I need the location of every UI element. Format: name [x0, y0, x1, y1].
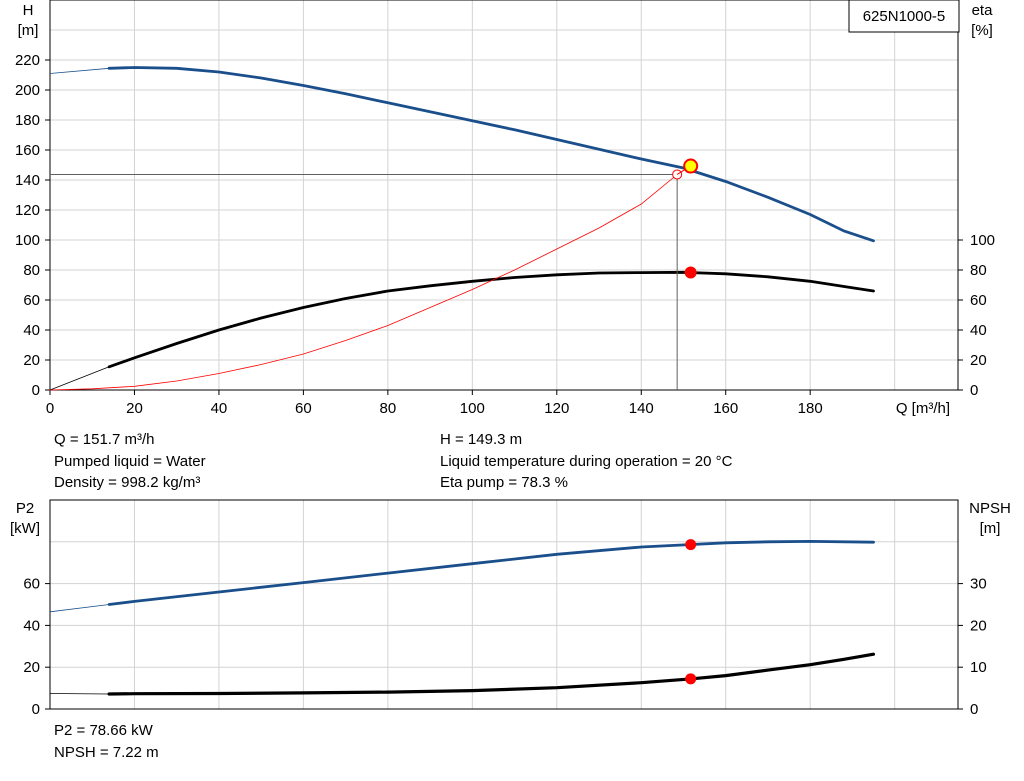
info-npsh: NPSH = 7.22 m: [54, 743, 159, 761]
info-pumped-liquid: Pumped liquid = Water: [54, 452, 206, 470]
info-bottom: P2 = 78.66 kW NPSH = 7.22 m: [54, 720, 159, 763]
right-tick-label: 40: [970, 322, 987, 339]
left-tick-label: 80: [23, 262, 40, 279]
left-tick-label: 20: [23, 659, 40, 676]
bottom-chart: 0 20 40 60 0 10 20 30 P2 [kW] NPSH [m]: [10, 499, 1011, 718]
left-tick-label: 60: [23, 576, 40, 593]
x-tick-label: 120: [544, 400, 569, 417]
left-tick-label: 60: [23, 292, 40, 309]
x-tick-label: 160: [713, 400, 738, 417]
left-tick-label: 140: [15, 172, 40, 189]
eta-curve: [107, 270, 875, 369]
system-curve: [49, 174, 678, 391]
x-tick-label: 140: [629, 400, 654, 417]
right-tick-label: 10: [970, 659, 987, 676]
right-tick-label: 20: [970, 617, 987, 634]
left-axis-unit: [m]: [18, 22, 39, 39]
grid: [50, 500, 958, 709]
head-curve: [107, 66, 875, 243]
npsh-point-marker: [685, 673, 697, 685]
head-extension-line: [49, 67, 110, 74]
x-tick-label: 100: [460, 400, 485, 417]
left-axis-ticks: 0 20 40 60 80 100 120 140 160 180 200 220: [15, 52, 50, 399]
info-p2: P2 = 78.66 kW: [54, 722, 153, 739]
info-liquid-temperature: Liquid temperature during operation = 20…: [440, 452, 733, 470]
right-tick-label: 20: [970, 352, 987, 369]
eta-extension-line: [49, 366, 110, 391]
p2-point-marker: [685, 539, 697, 551]
x-tick-label: 20: [126, 400, 143, 417]
x-tick-label: 0: [46, 400, 54, 417]
right-tick-label: 60: [970, 292, 987, 309]
info-flow: Q = 151.7 m³/h: [54, 431, 155, 448]
plot-frame: [49, 0, 959, 391]
left-tick-label: 0: [32, 382, 40, 399]
left-tick-label: 220: [15, 52, 40, 69]
left-tick-label: 20: [23, 352, 40, 369]
x-tick-label: 80: [380, 400, 397, 417]
eta-point-marker: [684, 266, 697, 279]
model-label: 625N1000-5: [863, 8, 946, 25]
npsh-extension-line: [49, 693, 110, 695]
left-tick-label: 160: [15, 142, 40, 159]
left-tick-label: 40: [23, 617, 40, 634]
x-tick-label: 180: [798, 400, 823, 417]
right-tick-label: 0: [970, 382, 978, 399]
right-axis-unit: [%]: [971, 22, 993, 39]
duty-point-marker: [683, 158, 699, 174]
left-axis-title: H: [23, 2, 34, 19]
left-tick-label: 0: [32, 701, 40, 718]
p2-extension-line: [49, 604, 110, 613]
x-tick-label: 60: [295, 400, 312, 417]
model-label-box: 625N1000-5: [848, 0, 960, 33]
left-tick-label: 40: [23, 322, 40, 339]
left-tick-label: 200: [15, 82, 40, 99]
top-chart: 0204060801001201401601802002200204060801…: [15, 0, 995, 417]
right-axis-unit: [m]: [980, 520, 1001, 537]
left-tick-label: 180: [15, 112, 40, 129]
left-tick-label: 100: [15, 232, 40, 249]
right-tick-label: 100: [970, 232, 995, 249]
left-axis-unit: [kW]: [10, 520, 40, 537]
x-tick-label: 40: [211, 400, 228, 417]
npsh-curve: [107, 652, 876, 696]
right-axis-ticks: 0 10 20 30: [958, 576, 987, 718]
plot-frame: [49, 499, 959, 710]
info-top-left: Q = 151.7 m³/h Pumped liquid = Water Den…: [54, 429, 206, 494]
right-tick-label: 80: [970, 262, 987, 279]
info-top-right: H = 149.3 m Liquid temperature during op…: [440, 429, 732, 494]
info-head: H = 149.3 m: [440, 431, 523, 448]
x-axis-title: Q [m³/h]: [896, 400, 950, 417]
grid: [50, 0, 958, 390]
p2-curve: [107, 539, 875, 606]
right-tick-label: 30: [970, 576, 987, 593]
right-axis-ticks: 0 20 40 60 80 100: [958, 232, 995, 399]
right-tick-label: 0: [970, 701, 978, 718]
info-eta-pump: Eta pump = 78.3 %: [440, 474, 568, 491]
x-axis-ticks: 0 20 40 60 80 100 120 140 160 180: [46, 390, 823, 417]
left-axis-ticks: 0 20 40 60: [23, 576, 50, 718]
info-density: Density = 998.2 kg/m³: [54, 474, 201, 491]
right-axis-title: NPSH: [969, 500, 1011, 517]
left-axis-title: P2: [16, 500, 34, 517]
right-axis-title: eta: [972, 2, 994, 19]
left-tick-label: 120: [15, 202, 40, 219]
